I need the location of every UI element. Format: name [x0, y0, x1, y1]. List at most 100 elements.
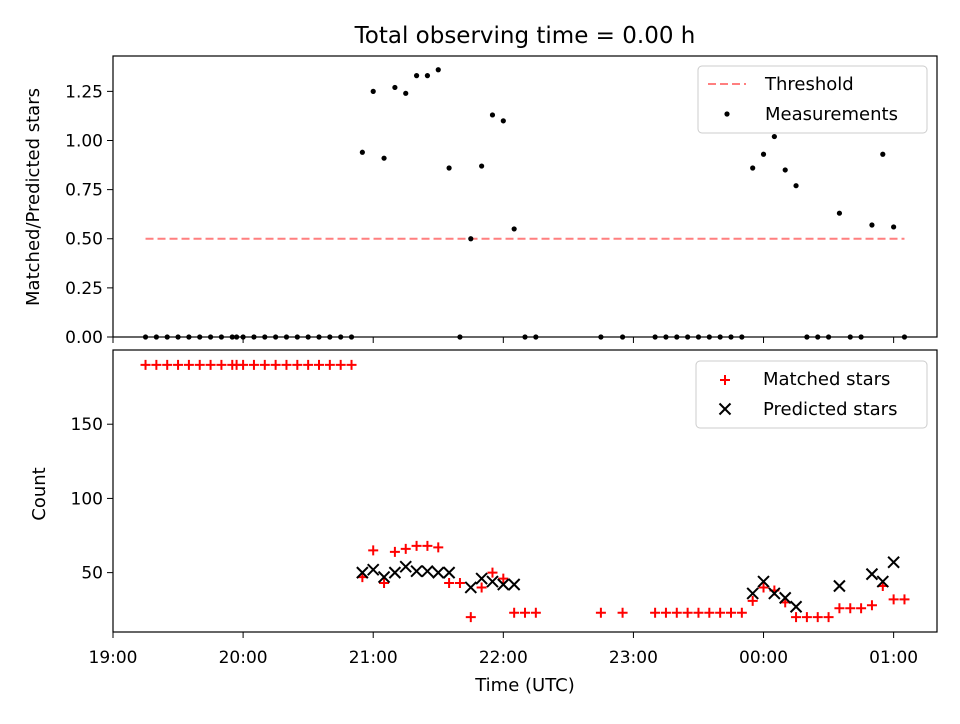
legend-threshold-label: Threshold — [764, 74, 854, 95]
measurement-point — [359, 149, 365, 155]
x-axis-label: Time (UTC) — [474, 675, 575, 696]
matched-star-point — [812, 612, 823, 623]
bottom-legend-box — [695, 360, 928, 429]
x-tick-label: 00:00 — [739, 648, 788, 668]
matched-star-point — [335, 359, 346, 370]
matched-star-point — [704, 607, 715, 618]
matched-star-point — [303, 359, 314, 370]
measurement-point — [435, 67, 441, 73]
measurement-point — [500, 118, 506, 124]
top-y-axis-label: Matched/Predicted stars — [23, 88, 44, 306]
legend-predicted-label: Predicted stars — [763, 399, 897, 420]
legend-predicted-swatch — [718, 402, 732, 416]
top-y-tick-label: 0.25 — [65, 279, 103, 299]
matched-star-point — [736, 607, 747, 618]
matched-star-point — [660, 607, 671, 618]
matched-star-point — [899, 594, 910, 605]
matched-star-point — [682, 607, 693, 618]
matched-star-point — [194, 359, 205, 370]
predicted-star-point — [475, 572, 488, 585]
matched-star-point — [823, 612, 834, 623]
top-y-tick-label: 0.50 — [65, 230, 103, 250]
legend-matched-swatch — [720, 375, 730, 385]
matched-star-point — [758, 582, 769, 593]
bottom-y-tick-label: 100 — [71, 489, 103, 509]
top-plot-frame — [112, 55, 938, 338]
matched-star-point — [595, 607, 606, 618]
matched-star-point — [476, 582, 487, 593]
top-y-tick-label: 0.75 — [65, 181, 103, 201]
x-tick-label: 23:00 — [609, 648, 658, 668]
measurement-point — [403, 90, 409, 96]
predicted-star-point — [464, 581, 477, 594]
predicted-star-point — [388, 566, 402, 579]
matched-star-point — [162, 359, 173, 370]
matched-star-point — [454, 578, 465, 589]
predicted-star-point — [356, 566, 369, 579]
x-tick-label: 01:00 — [869, 648, 918, 668]
matched-star-point — [866, 600, 877, 611]
matched-star-point — [140, 359, 151, 370]
measurement-point — [424, 73, 431, 79]
matched-star-point — [205, 359, 216, 370]
measurement-point — [891, 224, 897, 230]
matched-star-point — [433, 542, 444, 553]
top-y-tick-label: 0.00 — [65, 328, 103, 348]
matched-star-point — [292, 359, 303, 370]
measurement-point — [370, 88, 376, 94]
matched-star-point — [444, 578, 455, 589]
matched-star-point — [726, 607, 736, 618]
matched-star-point — [856, 603, 867, 614]
predicted-star-point — [789, 600, 803, 613]
predicted-star-point — [746, 587, 759, 600]
predicted-star-point — [367, 563, 380, 576]
predicted-star-point — [486, 575, 499, 588]
matched-star-point — [509, 607, 520, 618]
predicted-star-point — [768, 587, 781, 600]
matched-star-point — [422, 540, 433, 551]
legend-measurements-swatch — [724, 111, 730, 117]
matched-star-point — [411, 540, 422, 551]
measurement-point — [782, 167, 788, 173]
matched-star-point — [530, 607, 541, 618]
matched-star-point — [368, 545, 379, 556]
predicted-star-point — [507, 578, 521, 591]
matched-star-point — [173, 359, 184, 370]
matched-star-point — [520, 607, 530, 618]
matched-star-point — [183, 359, 194, 370]
matched-star-point — [238, 359, 249, 370]
plot-layer: 0.00 0.25 0.50 0.75 1.00 1.25 Threshold Measure… — [65, 55, 938, 668]
matched-star-point — [650, 607, 661, 618]
matched-star-point — [791, 612, 802, 623]
bottom-plot-frame — [112, 349, 938, 633]
bottom-y-tick-label: 150 — [71, 415, 103, 435]
predicted-star-point — [833, 579, 846, 593]
matched-star-point — [801, 612, 812, 623]
legend-measurements-label: Measurements — [765, 104, 898, 125]
predicted-star-point — [887, 556, 900, 569]
matched-star-point — [834, 603, 845, 614]
predicted-star-point — [497, 578, 510, 591]
x-tick-label: 19:00 — [89, 648, 138, 668]
matched-star-point — [888, 594, 899, 605]
measurement-point — [880, 151, 886, 157]
matched-star-point — [270, 359, 281, 370]
matched-star-point — [259, 359, 270, 370]
bottom-y-tick-label: 50 — [81, 564, 103, 584]
measurement-point — [446, 165, 452, 171]
measurement-point — [760, 151, 767, 157]
predicted-star-point — [421, 564, 434, 578]
top-y-tick-label: 1.00 — [65, 131, 103, 151]
predicted-star-point — [410, 564, 423, 578]
measurement-point — [836, 210, 843, 216]
predicted-star-point — [757, 575, 770, 588]
matched-star-point — [389, 546, 400, 557]
predicted-star-point — [865, 567, 879, 581]
matched-star-point — [498, 573, 509, 584]
measurement-point — [869, 222, 875, 228]
measurement-point — [392, 84, 398, 91]
predicted-star-point — [377, 570, 391, 584]
predicted-star-point — [779, 591, 792, 605]
measurement-point — [489, 112, 496, 118]
